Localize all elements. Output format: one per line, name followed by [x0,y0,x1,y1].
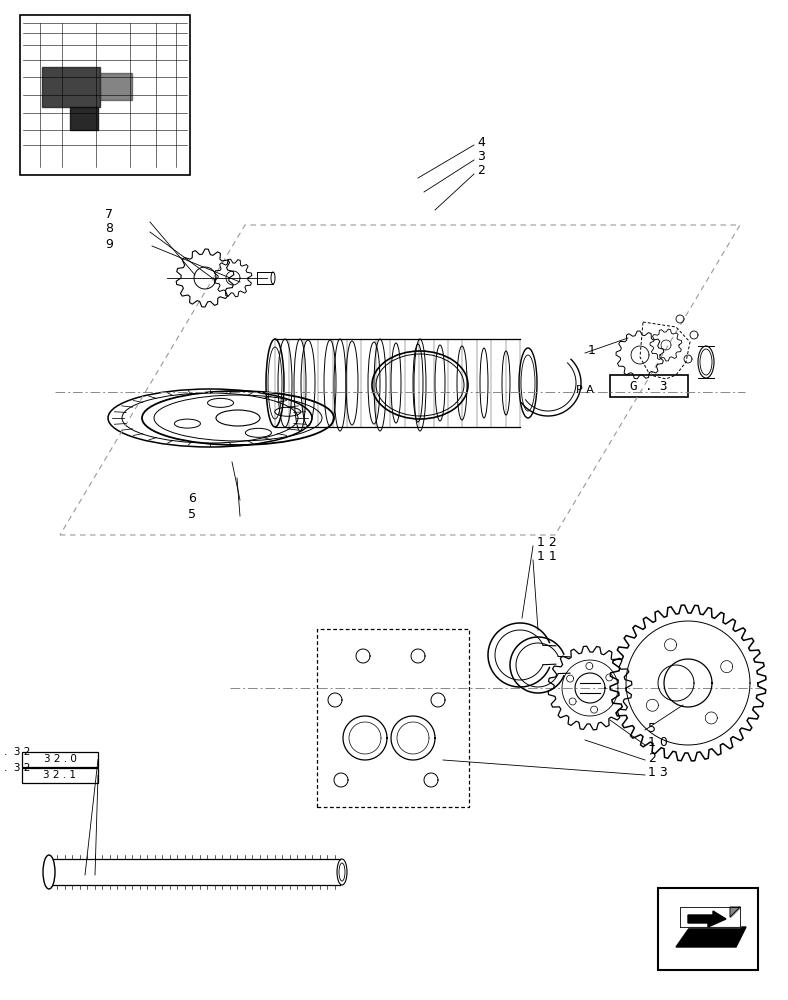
Text: 3 2 . 1: 3 2 . 1 [43,770,76,780]
Text: .  3 2: . 3 2 [4,747,31,757]
Bar [22,752,98,767]
Text: 3: 3 [477,150,485,163]
Text: 5: 5 [188,508,196,520]
Polygon shape [730,907,740,917]
Text: 1 0: 1 0 [648,736,668,750]
Text: 1 3: 1 3 [648,766,667,780]
Text: G . 3: G . 3 [630,379,667,392]
Bar [658,888,758,970]
Polygon shape [42,67,100,107]
Text: 6: 6 [188,491,196,504]
Polygon shape [70,107,98,130]
Text: 1 2: 1 2 [537,536,557,550]
Text: 7: 7 [105,209,113,222]
Text: P A: P A [576,385,594,395]
Polygon shape [688,911,726,927]
Text: .  3 2: . 3 2 [4,763,31,773]
Text: 2: 2 [477,164,485,178]
Bar [610,375,688,397]
Bar [22,768,98,783]
Bar [20,15,190,175]
Polygon shape [676,927,746,947]
Text: 1: 1 [588,344,596,357]
Polygon shape [680,907,740,927]
Text: 9: 9 [105,237,113,250]
Text: 5: 5 [648,722,656,734]
Text: 8: 8 [105,223,113,235]
Text: 4: 4 [477,136,485,149]
Text: 2: 2 [648,752,656,764]
Text: 3 2 . 0: 3 2 . 0 [43,754,76,764]
Text: 1 1: 1 1 [537,550,557,564]
Polygon shape [100,73,132,100]
